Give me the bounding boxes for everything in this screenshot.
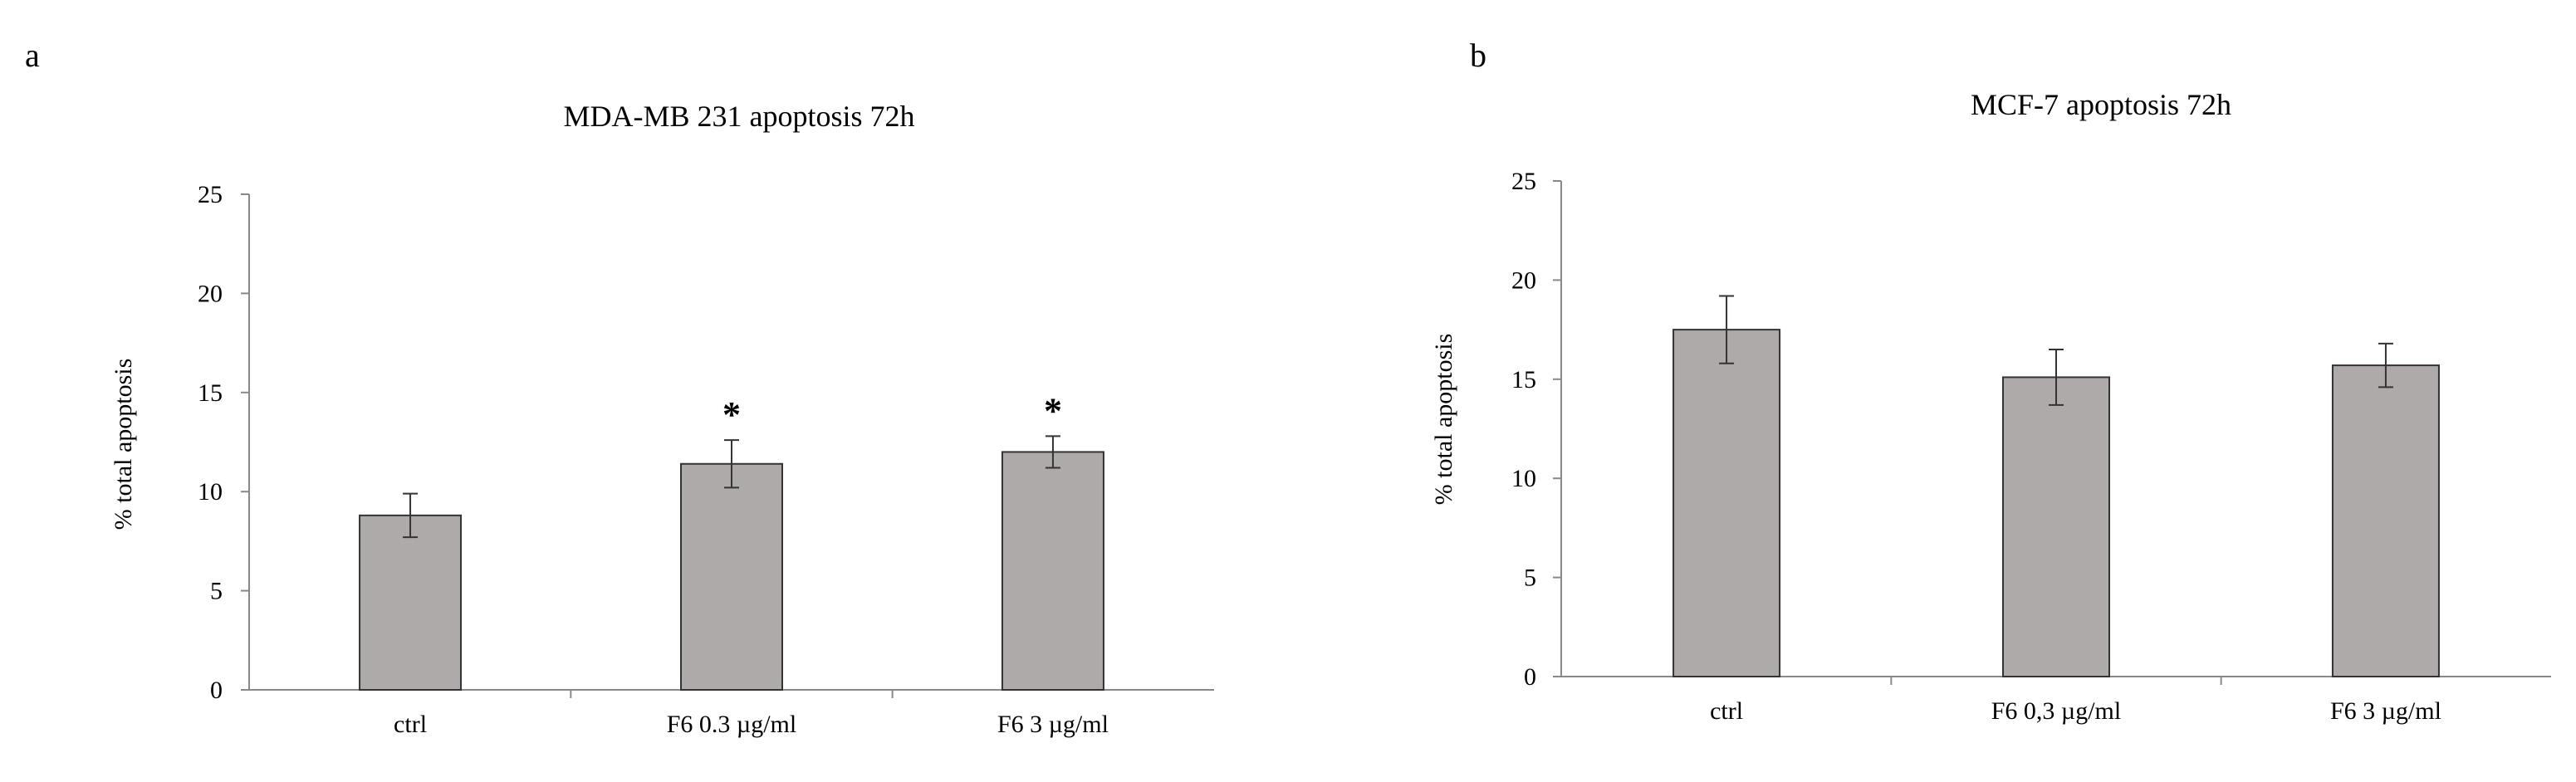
y-tick-label: 15 [1511,366,1536,393]
y-tick-label: 5 [210,578,223,605]
bar [2331,364,2440,677]
bar [1672,329,1781,677]
bar [359,514,463,692]
y-tick-label: 25 [198,181,223,208]
y-tick-label: 20 [1511,266,1536,294]
panel-label: b [1470,37,1486,74]
chart-panel-b: b MCF-7 apoptosis 72h % total apoptosis 0 5 1… [1430,37,2551,725]
y-tick-label: 10 [1511,465,1536,492]
y-tick-label: 10 [198,478,223,506]
chart-title: MCF-7 apoptosis 72h [1971,88,2231,121]
category-label: F6 0.3 µg/ml [667,711,796,738]
category-label: F6 3 µg/ml [997,711,1109,738]
y-tick-label: 20 [198,280,223,307]
bar [680,462,783,691]
y-tick-label: 5 [1524,565,1536,592]
chart-title: MDA-MB 231 apoptosis 72h [563,100,914,133]
category-label: ctrl [1710,697,1743,725]
bar [2002,376,2110,677]
significance-marker: * [1044,390,1062,431]
bar [1001,451,1104,691]
category-label: F6 3 µg/ml [2330,697,2441,725]
y-axis-label: % total apoptosis [1430,334,1457,506]
category-label: F6 0,3 µg/ml [1991,697,2121,725]
y-tick-label: 25 [1511,168,1536,195]
y-tick-label: 0 [210,677,223,704]
y-axis-label: % total apoptosis [110,359,137,530]
y-tick-label: 0 [1524,663,1536,691]
category-label: ctrl [394,711,427,738]
y-tick-label: 15 [198,379,223,407]
panel-label: a [25,37,40,74]
significance-marker: * [722,394,741,435]
chart-panel-a: a MDA-MB 231 apoptosis 72h % total apoptos… [25,37,1214,738]
